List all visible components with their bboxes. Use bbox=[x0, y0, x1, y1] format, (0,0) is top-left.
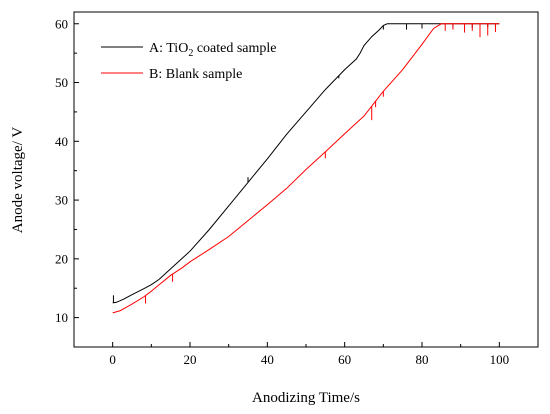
y-tick-label: 20 bbox=[55, 251, 68, 266]
series-layer bbox=[112, 23, 500, 314]
series-a-line bbox=[112, 23, 500, 304]
x-tick-label: 60 bbox=[338, 352, 351, 367]
x-tick-label: 0 bbox=[109, 352, 116, 367]
y-axis-title: Anode voltage/ V bbox=[10, 127, 26, 234]
x-axis-ticks: 0 20 40 60 80 100 bbox=[73, 342, 539, 367]
legend-label-series-a: A: TiO2 coated sample bbox=[149, 41, 277, 59]
x-tick-label: 20 bbox=[184, 352, 197, 367]
y-tick-label: 40 bbox=[55, 134, 68, 149]
legend: A: TiO2 coated sample B: Blank sample bbox=[101, 41, 277, 82]
x-tick-label: 80 bbox=[416, 352, 429, 367]
y-axis-ticks: 10 20 30 40 50 60 bbox=[55, 16, 79, 348]
y-tick-label: 60 bbox=[55, 16, 68, 31]
x-tick-label: 40 bbox=[261, 352, 274, 367]
legend-label-series-b: B: Blank sample bbox=[149, 67, 242, 82]
y-tick-label: 50 bbox=[55, 75, 68, 90]
x-tick-label: 100 bbox=[490, 352, 510, 367]
y-tick-label: 10 bbox=[55, 310, 68, 325]
x-axis-title: Anodizing Time/s bbox=[252, 390, 360, 406]
series-b-line bbox=[112, 23, 500, 314]
y-tick-label: 30 bbox=[55, 193, 68, 208]
